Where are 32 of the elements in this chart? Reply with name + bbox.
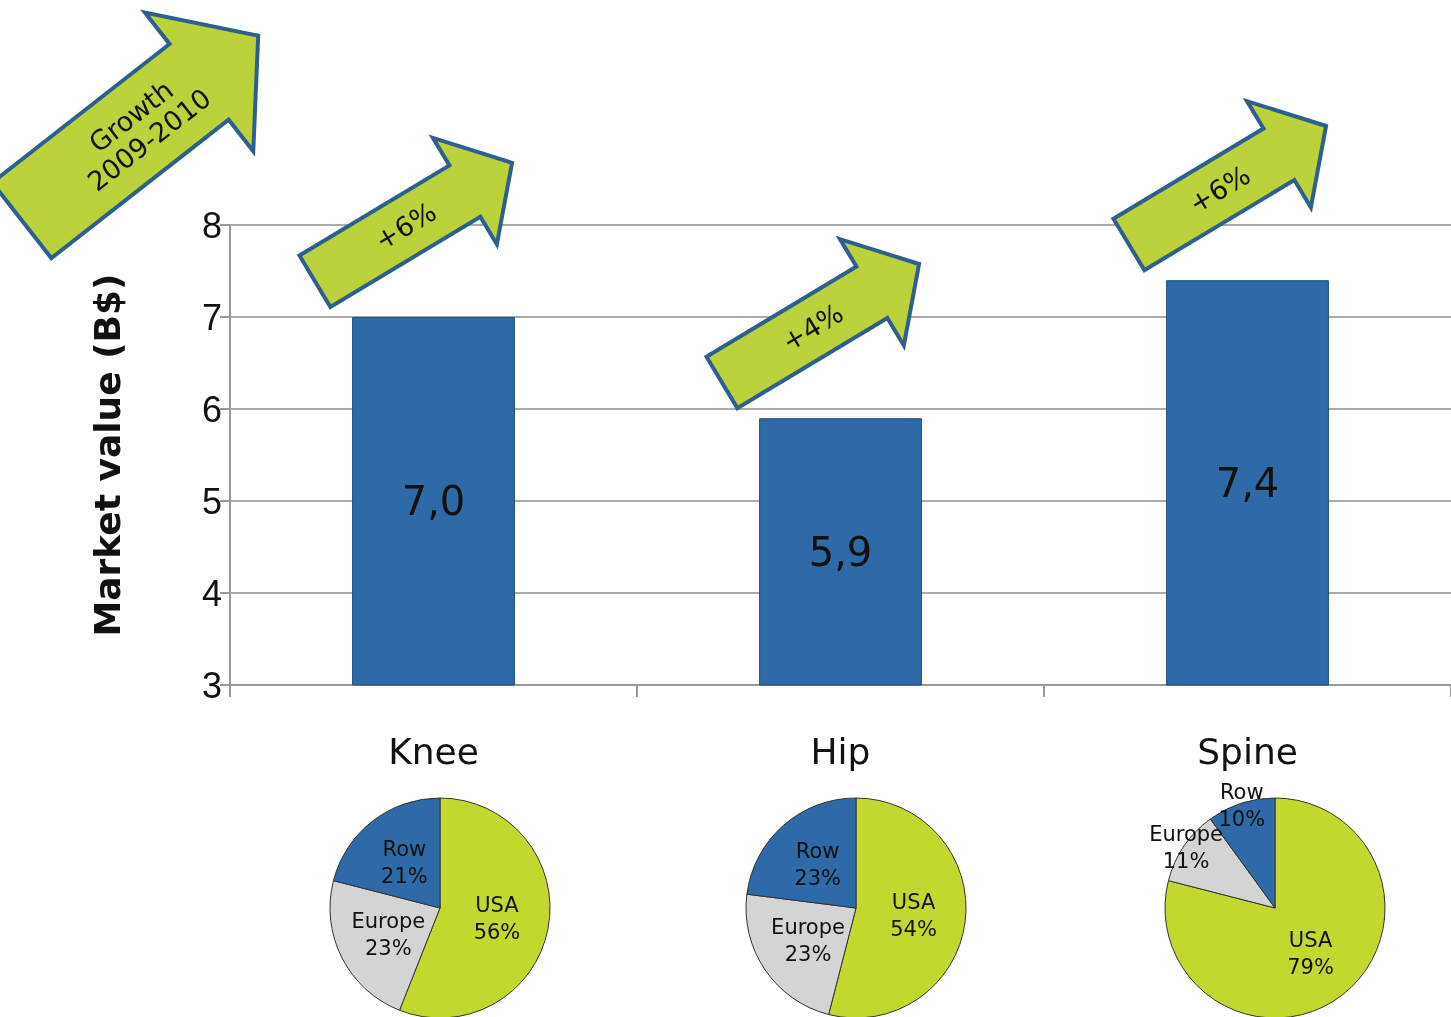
y-axis-title: Market value (B$) xyxy=(86,273,128,637)
y-tick-label: 5 xyxy=(201,480,222,522)
data-label: 23% xyxy=(794,865,841,890)
annotation: +6% xyxy=(369,195,442,257)
slice-label: Row xyxy=(795,838,840,863)
data-label: 23% xyxy=(364,935,412,960)
data-label: 21% xyxy=(381,863,428,888)
data-label: 7,4 xyxy=(1215,459,1280,506)
y-tick-label: 7 xyxy=(201,296,222,338)
slice-label: USA xyxy=(891,889,936,914)
slice-label: USA xyxy=(1288,928,1333,953)
annotation: +4% xyxy=(776,297,849,358)
slice-label: Europe xyxy=(771,915,845,940)
y-tick-label: 4 xyxy=(201,572,222,614)
y-tick-label: 6 xyxy=(201,388,222,430)
data-label: 5,9 xyxy=(808,528,873,575)
x-tick-label: Hip xyxy=(810,730,871,772)
x-tick-label: Knee xyxy=(388,730,479,772)
y-tick-label: 3 xyxy=(201,664,222,706)
slice-label: USA xyxy=(475,893,520,918)
slice-label: Europe xyxy=(351,908,426,933)
data-label: 7,0 xyxy=(401,478,466,525)
data-label: 11% xyxy=(1162,849,1210,874)
slice-label: Row xyxy=(382,836,427,861)
y-tick-label: 8 xyxy=(201,204,222,246)
data-label: 79% xyxy=(1287,955,1334,980)
x-tick-label: Spine xyxy=(1197,730,1298,772)
data-label: 23% xyxy=(784,942,832,967)
data-label: 54% xyxy=(890,916,937,941)
slice-label: Row xyxy=(1219,780,1264,805)
data-label: 56% xyxy=(473,920,521,945)
annotation: +6% xyxy=(1183,159,1256,220)
